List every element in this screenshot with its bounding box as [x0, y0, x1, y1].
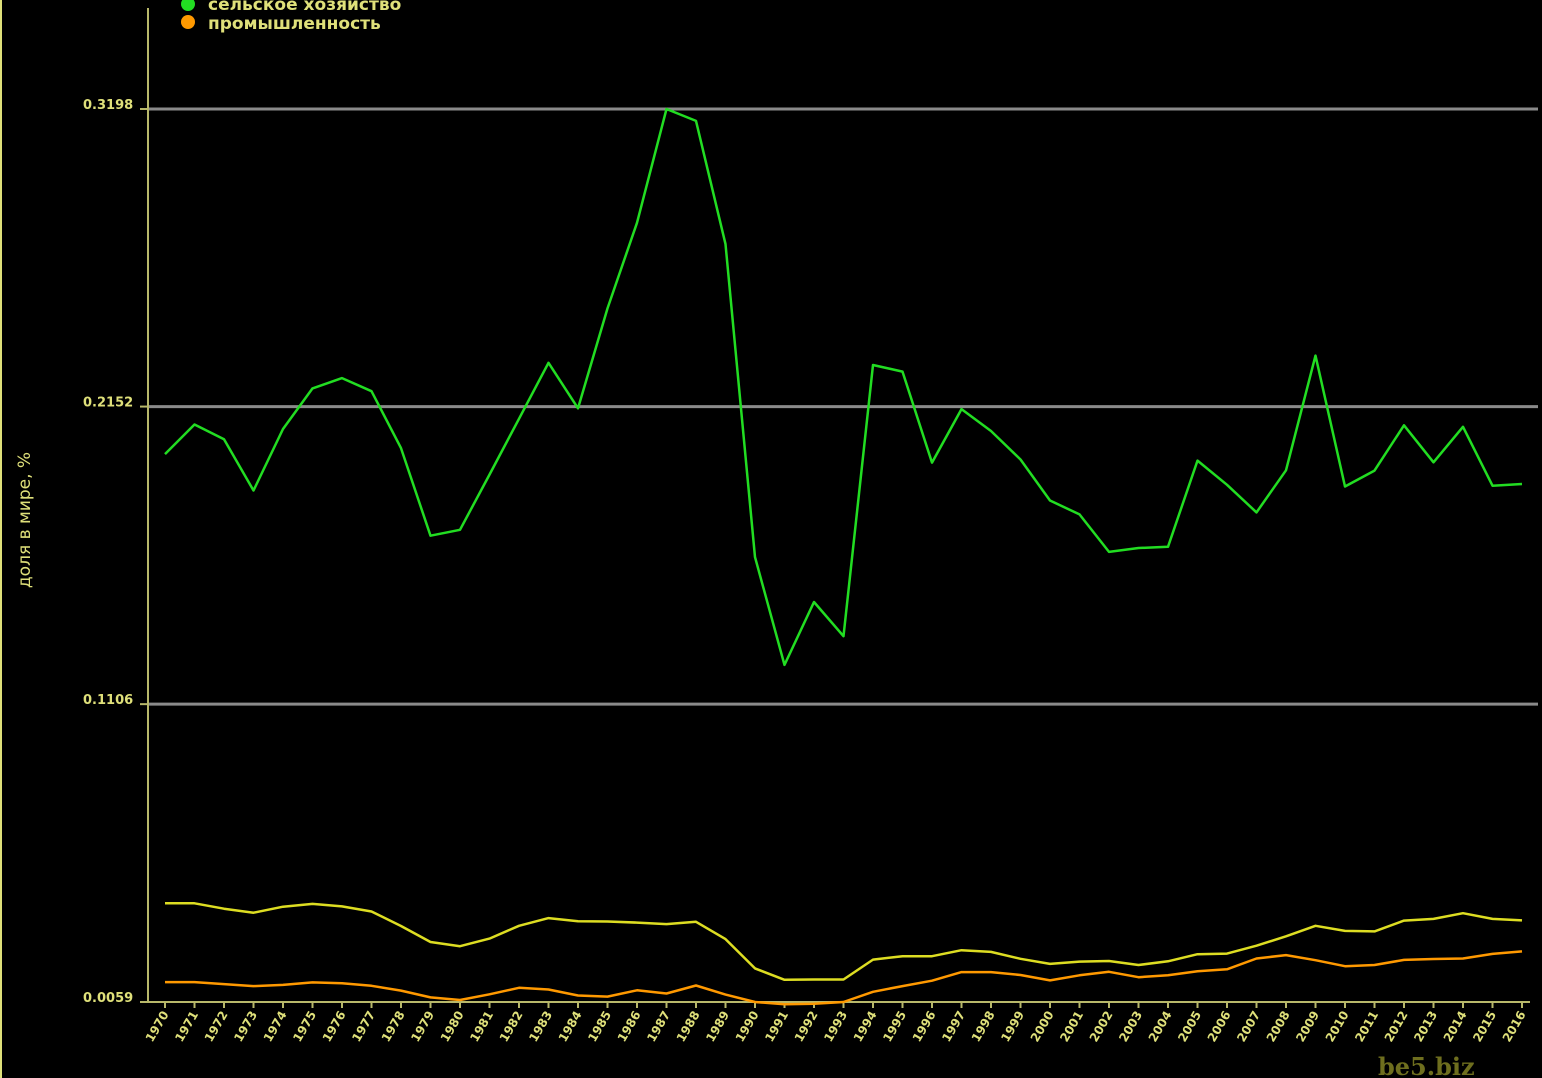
y-tick-labels: 0.0059 0.1106 0.2152 0.3198 [83, 98, 148, 1006]
legend-label-agriculture: сельское хозяйство [208, 0, 401, 15]
series-line-2 [165, 950, 1523, 1006]
legend-marker-agriculture [181, 0, 195, 11]
legend: сельское хозяйство промышленность [181, 0, 401, 34]
legend-label-industry: промышленность [208, 14, 381, 34]
watermark: be5.biz [1378, 1052, 1475, 1078]
y-tick-label: 0.1106 [83, 693, 133, 708]
y-tick-label: 0.0059 [83, 991, 133, 1006]
y-tick-label: 0.3198 [83, 98, 133, 113]
y-axis-label: доля в мире, % [15, 452, 35, 588]
series-layer [164, 107, 1523, 1006]
legend-marker-industry [181, 15, 195, 29]
series-line-0 [164, 107, 1523, 667]
series-line-1 [165, 902, 1523, 982]
y-tick-label: 0.2152 [83, 396, 133, 411]
